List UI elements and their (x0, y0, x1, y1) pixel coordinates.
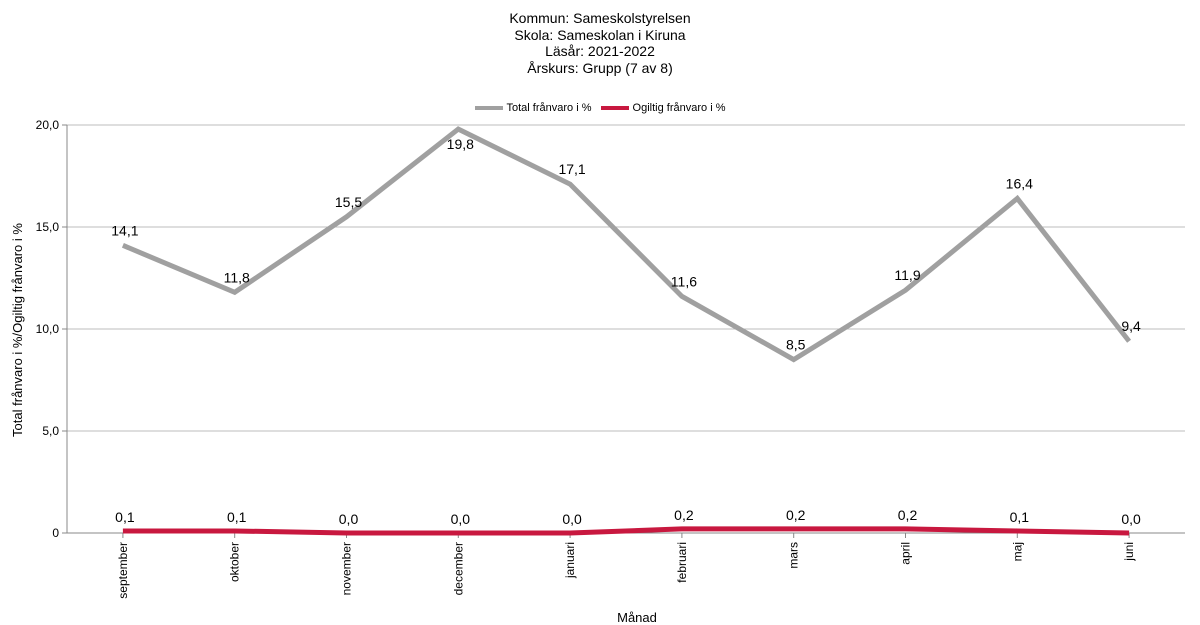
title-line-skola: Skola: Sameskolan i Kiruna (514, 26, 686, 43)
data-label: 15,5 (335, 194, 362, 210)
legend-label-total: Total frånvaro i % (506, 102, 592, 114)
legend-item-total: Total frånvaro i % (474, 101, 592, 115)
x-tick-label: januari (563, 542, 577, 579)
y-tick-label: 15,0 (36, 220, 60, 234)
y-tick-label: 10,0 (36, 322, 60, 336)
data-label: 0,2 (898, 507, 918, 523)
series-layer (121, 126, 1132, 536)
title-line-kommun: Kommun: Sameskolstyrelsen (509, 10, 691, 26)
data-label: 17,1 (558, 161, 585, 177)
data-label: 0,1 (1010, 509, 1030, 525)
data-label: 19,8 (447, 136, 474, 152)
data-label: 16,4 (1006, 175, 1033, 191)
data-label: 0,0 (339, 511, 359, 527)
x-tick-label: februari (675, 542, 689, 583)
x-axis: september oktober november december januari f… (67, 532, 1185, 599)
data-label: 11,8 (224, 269, 250, 285)
series-line-total (121, 126, 1132, 363)
series-line-ogiltig (122, 526, 1130, 536)
legend-label-ogiltig: Ogiltig frånvaro i % (632, 102, 726, 114)
legend: Total frånvaro i % Ogiltig frånvaro i % (0, 100, 1200, 115)
chart-title: Kommun: Sameskolstyrelsen Skola: Samesko… (0, 10, 1200, 76)
x-tick-label: december (451, 542, 465, 595)
x-tick-label: mars (787, 542, 801, 569)
data-labels-layer: 14,1 11,8 15,5 19,8 17,1 11,6 8,5 11,9 16,4 9,4 0,… (111, 136, 1141, 527)
x-tick-label: april (899, 542, 913, 565)
data-label: 0,0 (1121, 511, 1141, 527)
y-axis-label: Total frånvaro i %/Ogiltig frånvaro i % (10, 223, 25, 437)
data-label: 11,6 (671, 273, 697, 289)
data-label: 0,2 (674, 507, 694, 523)
data-label: 0,2 (786, 507, 806, 523)
y-tick-label: 5,0 (42, 424, 59, 438)
x-tick-label: oktober (228, 542, 242, 582)
x-tick-label: maj (1010, 542, 1024, 561)
data-label: 8,5 (786, 337, 806, 353)
legend-item-ogiltig: Ogiltig frånvaro i % (600, 101, 726, 115)
x-tick-label: november (340, 542, 354, 595)
y-tick-label: 0 (52, 526, 59, 540)
y-tick-label: 20,0 (36, 118, 60, 132)
title-line-lasar: Läsår: 2021-2022 (545, 43, 655, 59)
y-axis: 0 5,0 10,0 15,0 20,0 (36, 118, 68, 540)
legend-swatch-ogiltig (600, 106, 629, 110)
data-label: 14,1 (111, 222, 138, 238)
data-label: 0,0 (562, 511, 582, 527)
x-axis-label: Månad (617, 610, 657, 625)
data-label: 9,4 (1121, 318, 1141, 334)
title-line-arskurs: Årskurs: Grupp (7 av 8) (527, 59, 673, 76)
data-label: 0,1 (227, 509, 247, 525)
data-label: 11,9 (894, 267, 920, 283)
x-tick-label: juni (1122, 542, 1136, 562)
x-tick-label: september (116, 542, 130, 599)
legend-swatch-total (474, 106, 503, 110)
data-label: 0,0 (451, 511, 471, 527)
data-label: 0,1 (115, 509, 135, 525)
